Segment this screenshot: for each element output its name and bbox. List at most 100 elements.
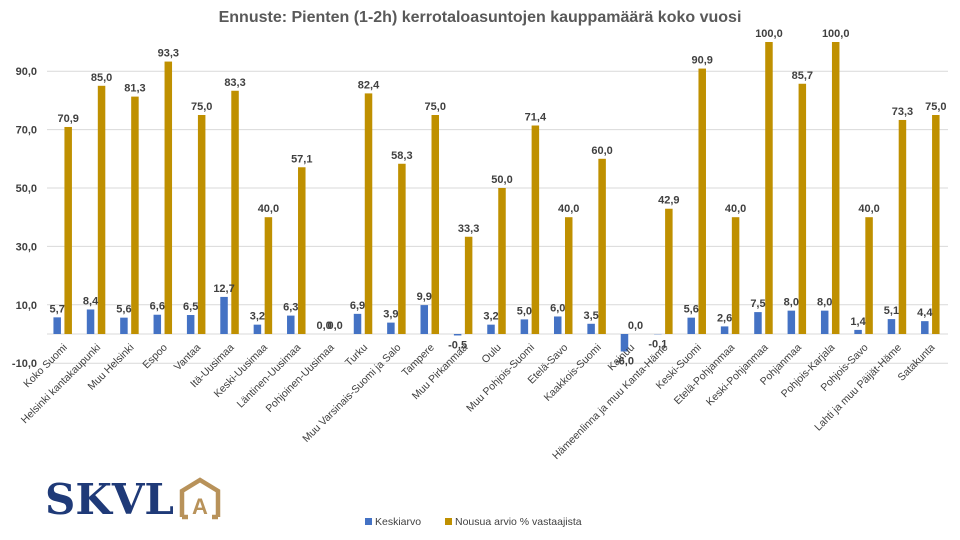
data-labels: 5,7 70,9 8,4 85,0 5,6 81,3 6,6 93,3 6,5 75,0 12,7 8… xyxy=(50,28,947,368)
bar-keskiarvo-tampere xyxy=(420,305,429,334)
data-label-keskiarvo-etela-savo: 6,0 xyxy=(550,302,565,314)
data-label-nousua-arvio-vastaajista-keski-suomi: 90,9 xyxy=(692,55,713,67)
x-tick-label-keski-pohjanmaa: Keski-Pohjanmaa xyxy=(704,342,771,409)
data-label-nousua-arvio-vastaajista-turku: 82,4 xyxy=(358,79,380,91)
data-label-nousua-arvio-vastaajista-muu-helsinki: 81,3 xyxy=(124,83,145,95)
bar-keskiarvo-ita-uusimaa xyxy=(220,296,228,334)
data-label-keskiarvo-koko-suomi: 5,7 xyxy=(50,303,65,315)
bar-nousua-arvio-vastaajista-pohjanmaa xyxy=(798,83,807,334)
x-tick-label-kaakkois-suomi: Kaakkois-Suomi xyxy=(542,342,604,404)
logo-text: SKVL xyxy=(45,475,174,524)
bar-keskiarvo-turku xyxy=(353,313,362,334)
data-label-keskiarvo-keski-pohjanmaa: 7,5 xyxy=(750,298,765,310)
bar-nousua-arvio-vastaajista-ita-uusimaa xyxy=(231,90,239,334)
bar-nousua-arvio-vastaajista-keski-pohjanmaa xyxy=(765,42,773,334)
house-a-logo-icon: A xyxy=(179,477,221,520)
data-label-nousua-arvio-vastaajista-lahti-ja-muu-paijat-hame: 73,3 xyxy=(892,106,913,118)
data-label-keskiarvo-pohjanmaa: 8,0 xyxy=(784,297,799,309)
data-label-nousua-arvio-vastaajista-oulu: 50,0 xyxy=(491,174,512,186)
data-label-keskiarvo-satakunta: 4,4 xyxy=(917,307,933,319)
bar-keskiarvo-pohjois-savo xyxy=(854,329,862,334)
bar-keskiarvo-keski-uusimaa xyxy=(253,324,262,334)
legend-swatch-nousua-arvio xyxy=(445,518,452,525)
data-label-nousua-arvio-vastaajista-muu-varsinais-suomi-ja-salo: 58,3 xyxy=(391,150,412,162)
bar-keskiarvo-helsinki-kantakaupunki xyxy=(86,309,95,334)
bar-keskiarvo-koko-suomi xyxy=(53,317,61,334)
bar-nousua-arvio-vastaajista-lahti-ja-muu-paijat-hame xyxy=(898,119,907,335)
data-label-keskiarvo-pohjois-savo: 1,4 xyxy=(850,316,866,328)
data-label-nousua-arvio-vastaajista-pohjanmaa: 85,7 xyxy=(792,70,813,82)
bar-nousua-arvio-vastaajista-turku xyxy=(364,93,373,334)
data-label-nousua-arvio-vastaajista-ita-uusimaa: 83,3 xyxy=(224,77,245,89)
bar-keskiarvo-etela-pohjanmaa xyxy=(720,326,729,334)
bar-keskiarvo-pohjois-karjala xyxy=(820,310,829,334)
data-label-keskiarvo-muu-pirkanmaa: -0,5 xyxy=(448,339,467,351)
y-tick-label: 90,0 xyxy=(16,66,37,78)
bar-keskiarvo-muu-helsinki xyxy=(120,317,128,334)
y-tick-label: 10,0 xyxy=(16,300,37,312)
y-axis-ticks: -10,0 10,0 30,0 50,0 70,0 90,0 xyxy=(12,66,37,370)
bar-nousua-arvio-vastaajista-tampere xyxy=(431,115,440,334)
skvl-logo: SKVL A xyxy=(45,477,222,523)
data-label-keskiarvo-muu-varsinais-suomi-ja-salo: 3,9 xyxy=(383,309,398,321)
data-label-keskiarvo-oulu: 3,2 xyxy=(483,311,498,323)
data-label-keskiarvo-muu-helsinki: 5,6 xyxy=(116,304,131,316)
x-tick-label-satakunta: Satakunta xyxy=(896,342,938,384)
data-label-nousua-arvio-vastaajista-muu-pohjois-suomi: 71,4 xyxy=(525,112,547,124)
bars xyxy=(53,42,940,352)
data-label-nousua-arvio-vastaajista-keski-uusimaa: 40,0 xyxy=(258,203,279,215)
data-label-keskiarvo-muu-pohjois-suomi: 5,0 xyxy=(517,305,532,317)
data-label-keskiarvo-vantaa: 6,5 xyxy=(183,301,198,313)
x-tick-label-espoo: Espoo xyxy=(140,342,170,372)
bar-nousua-arvio-vastaajista-keski-uusimaa xyxy=(264,217,273,334)
bar-nousua-arvio-vastaajista-pohjois-savo xyxy=(865,217,873,334)
bar-keskiarvo-satakunta xyxy=(921,321,929,334)
bar-nousua-arvio-vastaajista-helsinki-kantakaupunki xyxy=(97,85,106,334)
data-label-nousua-arvio-vastaajista-kainuu: 0,0 xyxy=(628,320,643,332)
data-label-nousua-arvio-vastaajista-satakunta: 75,0 xyxy=(925,101,946,113)
legend: Keskiarvo Nousua arvio % vastaajista xyxy=(365,516,582,528)
bar-keskiarvo-lantinen-uusimaa xyxy=(287,315,295,334)
bar-nousua-arvio-vastaajista-muu-varsinais-suomi-ja-salo xyxy=(398,163,406,334)
bar-nousua-arvio-vastaajista-koko-suomi xyxy=(64,126,72,334)
bar-keskiarvo-kainuu xyxy=(620,334,629,352)
x-tick-label-vantaa: Vantaa xyxy=(172,342,204,374)
bar-nousua-arvio-vastaajista-lantinen-uusimaa xyxy=(298,167,306,334)
gridlines xyxy=(47,70,948,364)
data-label-nousua-arvio-vastaajista-hameenlinna-ja-muu-kanta-hame: 42,9 xyxy=(658,195,679,207)
data-label-nousua-arvio-vastaajista-kaakkois-suomi: 60,0 xyxy=(591,145,612,157)
data-label-nousua-arvio-vastaajista-muu-pirkanmaa: 33,3 xyxy=(458,223,479,235)
data-label-nousua-arvio-vastaajista-lantinen-uusimaa: 57,1 xyxy=(291,153,312,165)
bar-keskiarvo-muu-pohjois-suomi xyxy=(520,319,529,334)
data-label-keskiarvo-pohjois-karjala: 8,0 xyxy=(817,297,832,309)
data-label-keskiarvo-turku: 6,9 xyxy=(350,300,365,312)
data-label-keskiarvo-tampere: 9,9 xyxy=(417,291,432,303)
bar-keskiarvo-keski-suomi xyxy=(687,317,695,334)
data-label-keskiarvo-pohjoinen-uusimaa: 0,0 xyxy=(316,320,331,332)
bar-keskiarvo-oulu xyxy=(487,324,495,334)
data-label-keskiarvo-kaakkois-suomi: 3,5 xyxy=(583,310,598,322)
bar-keskiarvo-vantaa xyxy=(186,315,195,334)
data-label-keskiarvo-ita-uusimaa: 12,7 xyxy=(213,283,234,295)
x-tick-label-turku: Turku xyxy=(343,342,370,369)
legend-swatch-keskiarvo xyxy=(365,518,372,525)
data-label-nousua-arvio-vastaajista-tampere: 75,0 xyxy=(425,101,446,113)
svg-text:A: A xyxy=(192,494,208,519)
y-tick-label: 30,0 xyxy=(16,241,37,253)
chart-title: Ennuste: Pienten (1-2h) kerrotaloasuntoj… xyxy=(219,9,742,26)
bar-keskiarvo-kaakkois-suomi xyxy=(587,323,595,334)
bar-nousua-arvio-vastaajista-hameenlinna-ja-muu-kanta-hame xyxy=(665,208,673,334)
bar-nousua-arvio-vastaajista-espoo xyxy=(164,61,173,335)
data-label-nousua-arvio-vastaajista-helsinki-kantakaupunki: 85,0 xyxy=(91,72,112,84)
bar-keskiarvo-muu-pirkanmaa xyxy=(453,334,462,336)
data-label-nousua-arvio-vastaajista-etela-savo: 40,0 xyxy=(558,203,579,215)
bar-nousua-arvio-vastaajista-pohjois-karjala xyxy=(831,42,840,334)
data-label-nousua-arvio-vastaajista-keski-pohjanmaa: 100,0 xyxy=(755,28,783,40)
bar-nousua-arvio-vastaajista-etela-pohjanmaa xyxy=(731,217,740,334)
data-label-keskiarvo-kainuu: -6,0 xyxy=(615,356,634,368)
data-label-nousua-arvio-vastaajista-pohjois-savo: 40,0 xyxy=(858,203,879,215)
data-label-keskiarvo-lantinen-uusimaa: 6,3 xyxy=(283,302,298,314)
data-label-keskiarvo-espoo: 6,6 xyxy=(150,301,165,313)
data-label-keskiarvo-keski-uusimaa: 3,2 xyxy=(250,311,265,323)
